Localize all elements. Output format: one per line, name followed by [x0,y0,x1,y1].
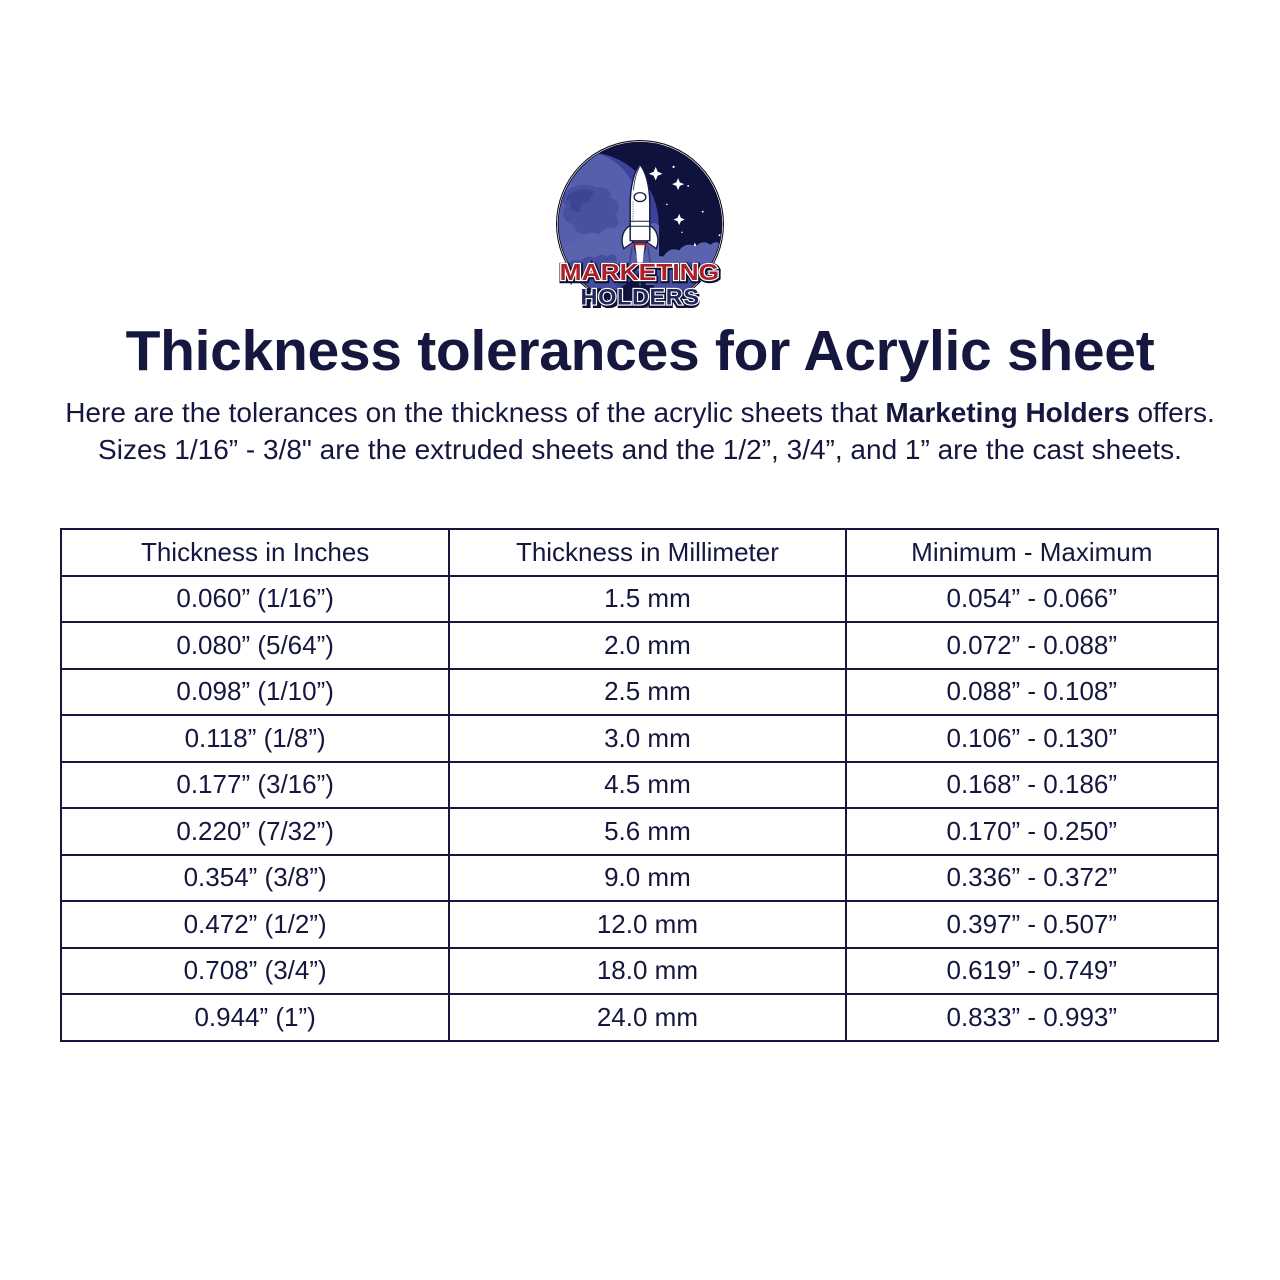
svg-text:HOLDERS: HOLDERS [581,284,700,308]
svg-text:MARKETING: MARKETING [560,259,720,285]
